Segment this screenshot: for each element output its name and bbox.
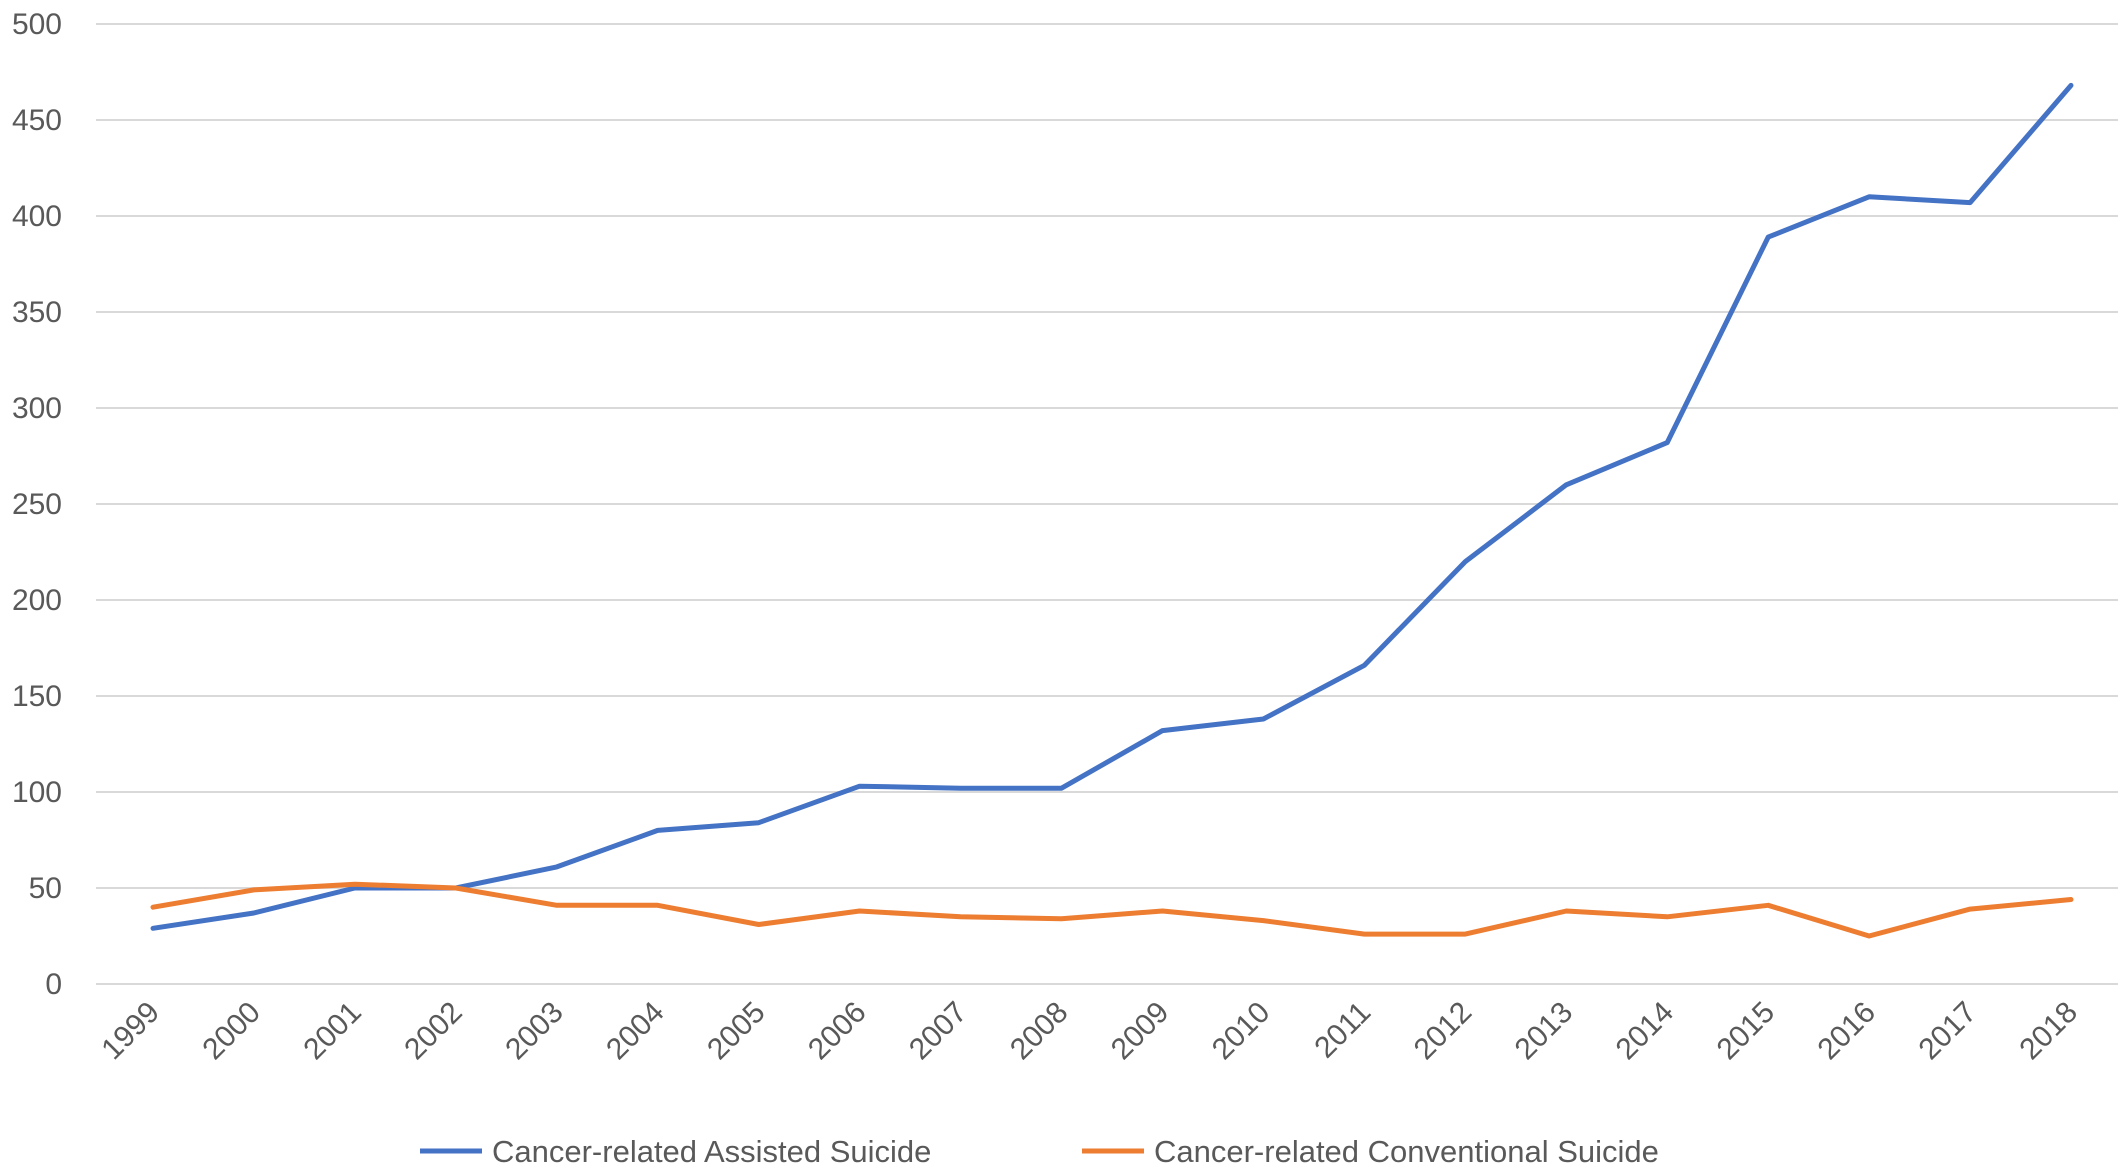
x-tick-label: 2003 xyxy=(499,996,570,1067)
legend: Cancer-related Assisted Suicide Cancer-re… xyxy=(420,1134,1659,1166)
y-tick-label: 500 xyxy=(12,8,62,41)
x-tick-label: 2017 xyxy=(1912,996,1983,1067)
y-tick-label: 400 xyxy=(12,200,62,233)
x-tick-label: 2013 xyxy=(1509,996,1580,1067)
x-tick-label: 2004 xyxy=(600,996,671,1067)
y-tick-label: 350 xyxy=(12,296,62,329)
series-lines xyxy=(150,82,2074,939)
x-tick-label: 2001 xyxy=(297,996,368,1067)
y-tick-label: 100 xyxy=(12,776,62,809)
y-tick-label: 200 xyxy=(12,584,62,617)
y-axis-tick-labels: 0 50 100 150 200 250 300 350 400 450 500 xyxy=(12,8,62,1001)
x-tick-label: 2000 xyxy=(196,996,267,1067)
x-tick-label: 2002 xyxy=(398,996,469,1067)
x-tick-label: 2008 xyxy=(1004,996,1075,1067)
legend-label: Cancer-related Conventional Suicide xyxy=(1154,1134,1659,1166)
series-line-2 xyxy=(150,881,2074,939)
series-line-1 xyxy=(150,82,2074,931)
y-tick-label: 450 xyxy=(12,104,62,137)
y-tick-label: 300 xyxy=(12,392,62,425)
x-tick-label: 2016 xyxy=(1812,996,1883,1067)
y-tick-label: 50 xyxy=(29,872,62,905)
x-tick-label: 2012 xyxy=(1408,996,1479,1067)
gridlines xyxy=(96,23,2118,985)
legend-label: Cancer-related Assisted Suicide xyxy=(492,1134,931,1166)
x-tick-label: 2005 xyxy=(701,996,772,1067)
x-tick-label: 2018 xyxy=(2013,996,2084,1067)
x-axis-tick-labels: 1999 2000 2001 2002 2003 2004 2005 2006 2007 2008… xyxy=(95,996,2084,1067)
x-tick-label: 2015 xyxy=(1711,996,1782,1067)
x-tick-label: 2014 xyxy=(1610,996,1681,1067)
y-tick-label: 0 xyxy=(45,968,62,1001)
y-tick-label: 250 xyxy=(12,488,62,521)
x-tick-label: 2011 xyxy=(1308,996,1377,1065)
x-tick-label: 2007 xyxy=(903,996,974,1067)
x-tick-label: 2006 xyxy=(802,996,873,1067)
x-tick-label: 2010 xyxy=(1206,996,1277,1067)
x-tick-label: 1999 xyxy=(95,996,166,1067)
y-tick-label: 150 xyxy=(12,680,62,713)
x-tick-label: 2009 xyxy=(1105,996,1176,1067)
